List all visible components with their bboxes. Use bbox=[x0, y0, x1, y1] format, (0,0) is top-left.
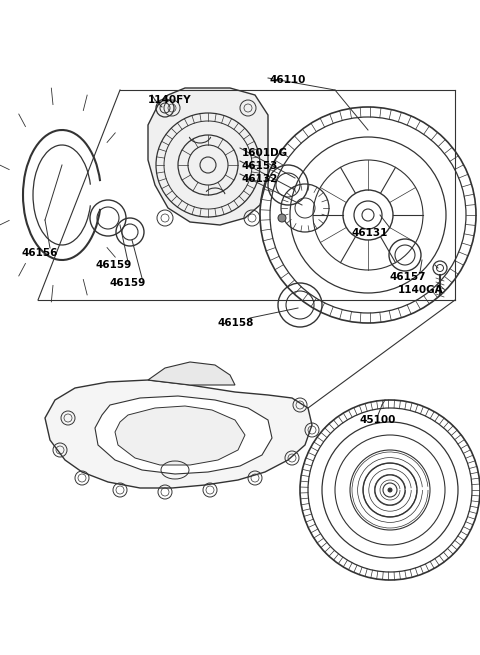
Polygon shape bbox=[148, 88, 268, 225]
Text: 46158: 46158 bbox=[218, 318, 254, 328]
Text: 46153: 46153 bbox=[242, 161, 278, 171]
Text: 46159: 46159 bbox=[95, 260, 131, 270]
Text: 1140FY: 1140FY bbox=[148, 95, 192, 105]
Circle shape bbox=[388, 488, 392, 492]
Text: 1140GA: 1140GA bbox=[398, 285, 444, 295]
Polygon shape bbox=[95, 396, 272, 474]
Polygon shape bbox=[115, 406, 245, 465]
Text: 45100: 45100 bbox=[360, 415, 396, 425]
Text: 46132: 46132 bbox=[242, 174, 278, 184]
Text: 1601DG: 1601DG bbox=[242, 148, 288, 158]
Text: 46110: 46110 bbox=[270, 75, 306, 85]
Circle shape bbox=[278, 214, 286, 222]
Text: 46157: 46157 bbox=[390, 272, 427, 282]
Text: 46131: 46131 bbox=[352, 228, 388, 238]
Text: 46156: 46156 bbox=[22, 248, 59, 258]
Polygon shape bbox=[45, 380, 312, 488]
Text: 46159: 46159 bbox=[109, 278, 145, 288]
Polygon shape bbox=[148, 362, 235, 385]
